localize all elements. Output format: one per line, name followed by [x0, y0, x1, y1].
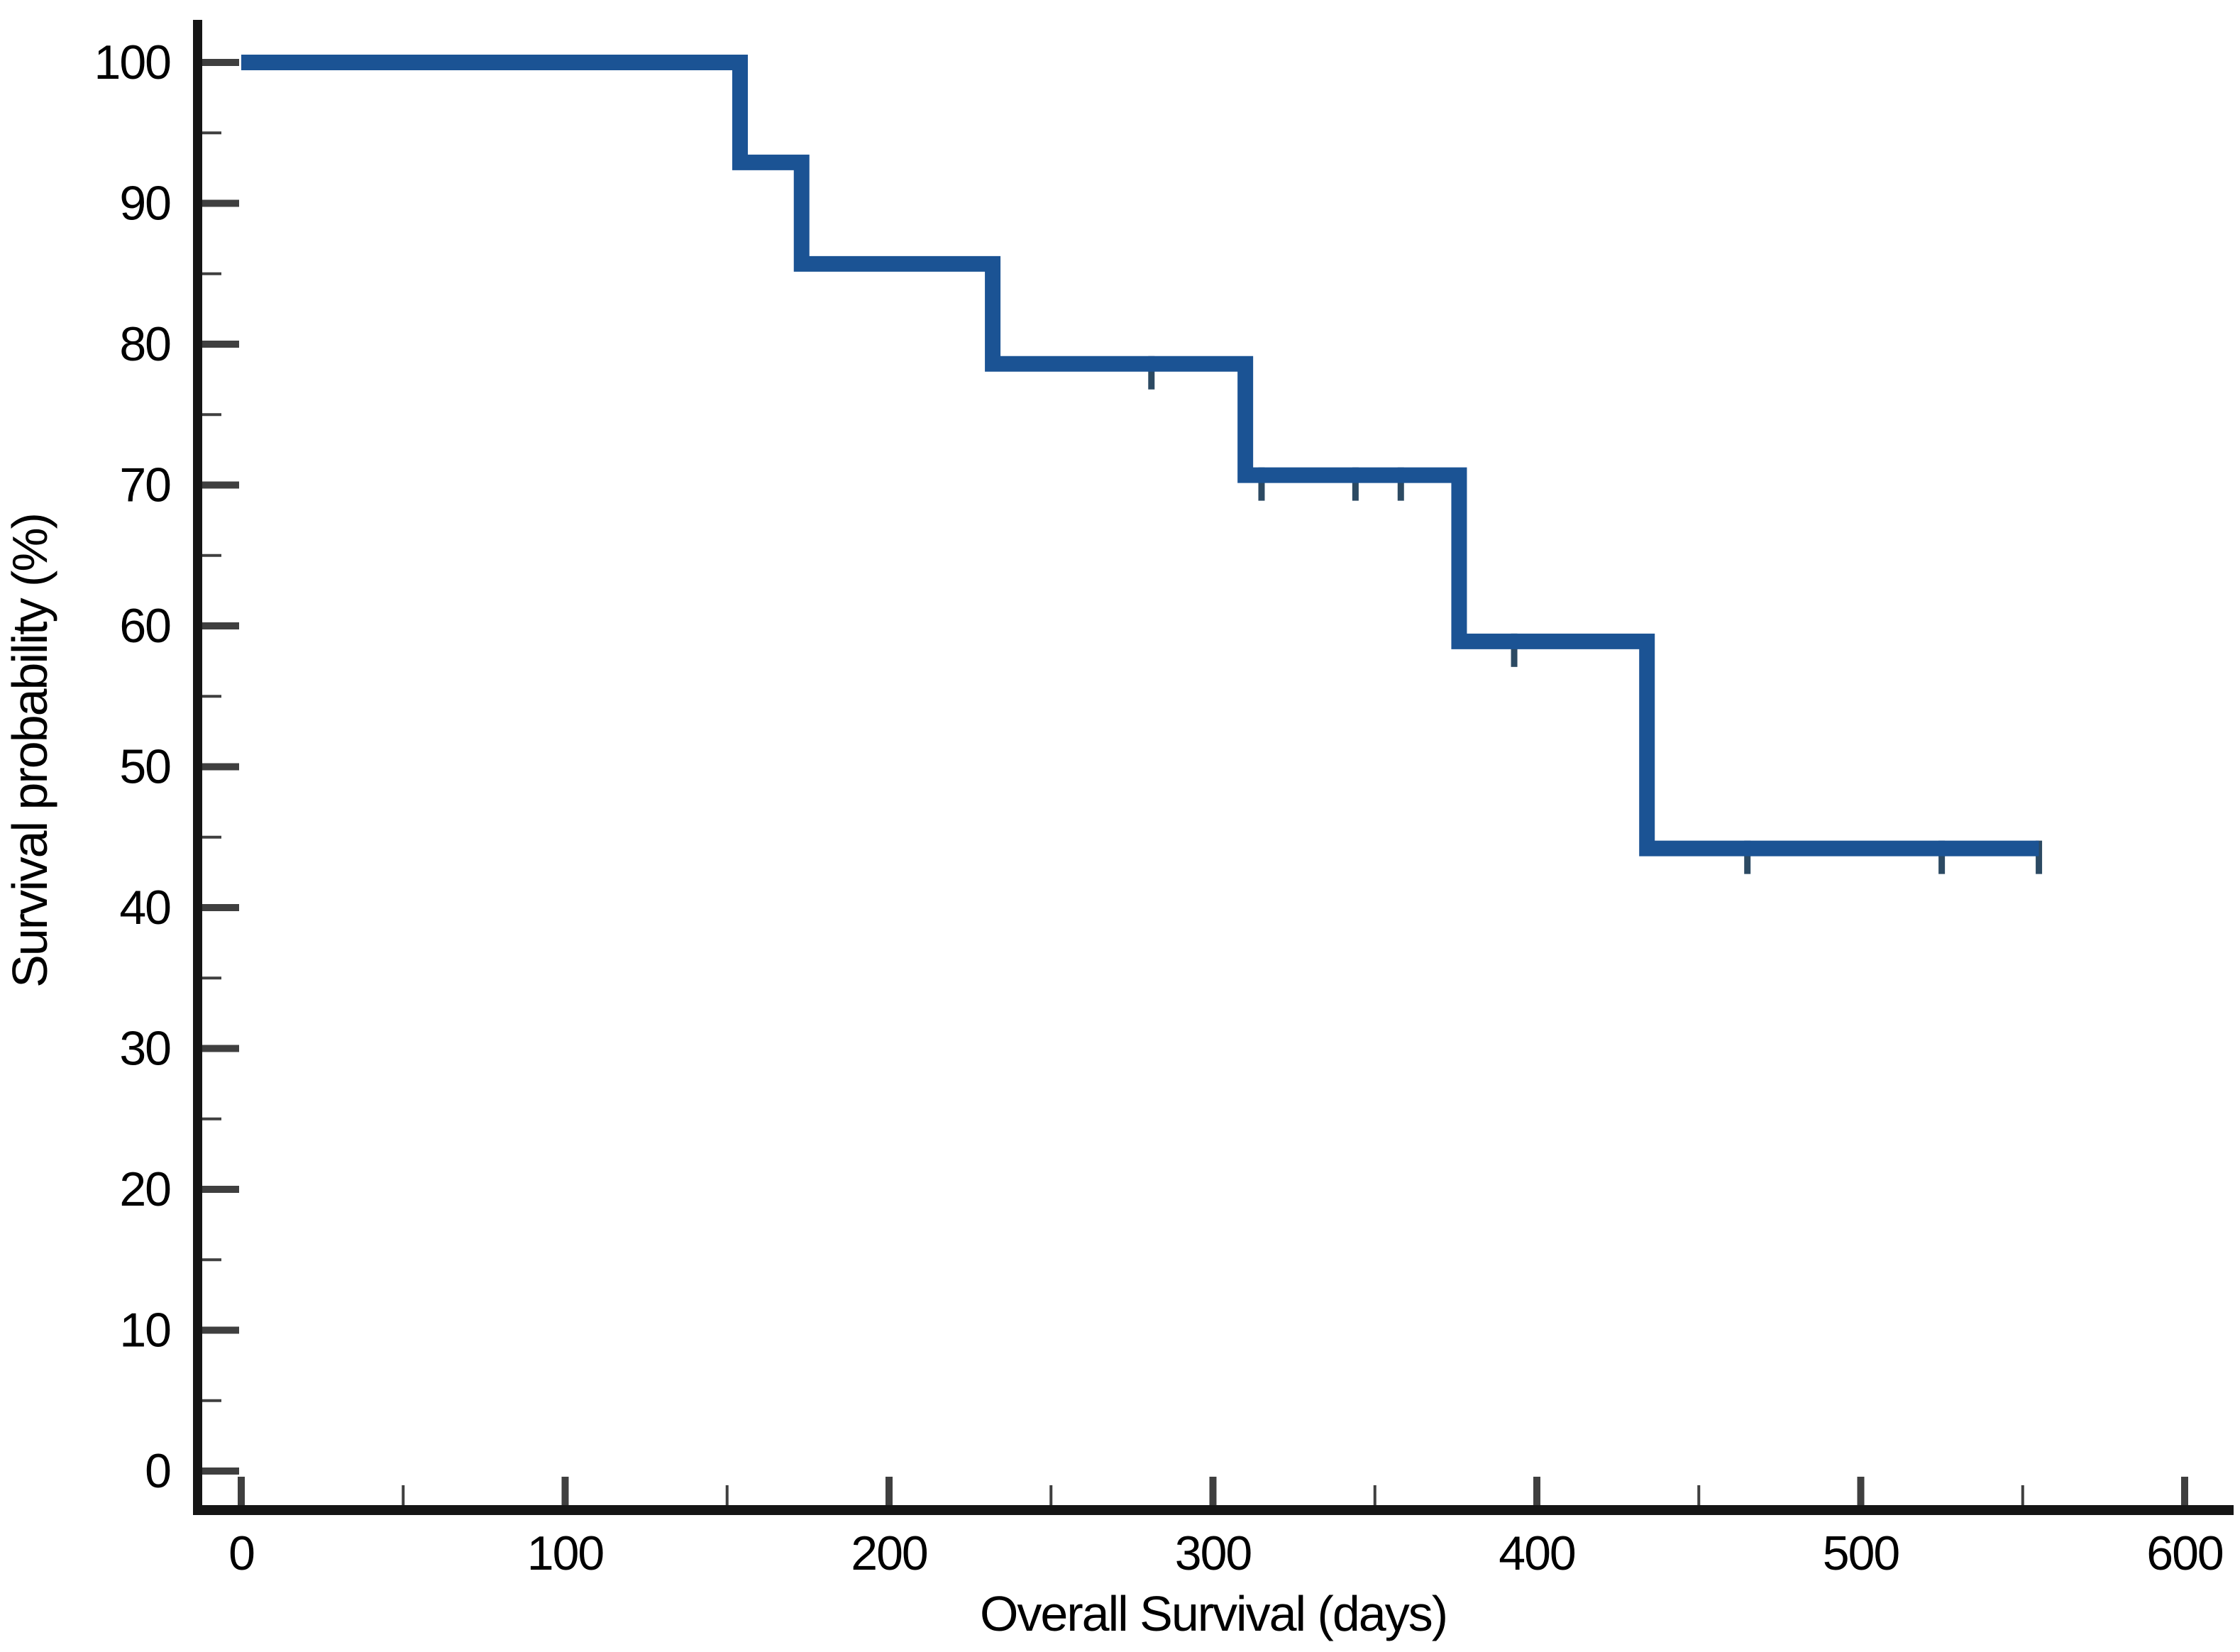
- axis-lines-layer: [193, 20, 2234, 1515]
- y-major-tick: [199, 904, 239, 911]
- censor-tick: [1352, 467, 1359, 501]
- x-major-tick: [561, 1477, 569, 1505]
- y-major-tick: [199, 199, 239, 207]
- x-major-tick: [238, 1477, 245, 1505]
- y-tick-label: 90: [119, 177, 170, 231]
- x-tick-label: 0: [228, 1526, 254, 1580]
- y-minor-tick: [199, 554, 221, 557]
- y-tick-label: 50: [119, 740, 170, 794]
- y-axis-title: Survival probability (%): [2, 514, 57, 988]
- x-tick-label: 200: [851, 1526, 927, 1580]
- y-minor-tick: [199, 695, 221, 698]
- y-minor-tick: [199, 1258, 221, 1262]
- tick-labels-layer: 0 10 20 30 40 50 60 70 80 90 100 0 100 200 300 400 500 60…: [94, 35, 2224, 1580]
- x-tick-label: 300: [1175, 1526, 1252, 1580]
- y-tick-label: 40: [119, 881, 170, 935]
- y-tick-label: 100: [94, 35, 171, 89]
- x-axis-line: [193, 1505, 2234, 1515]
- y-major-tick: [199, 59, 239, 66]
- x-axis-title: Overall Survival (days): [980, 1586, 1447, 1641]
- x-major-tick: [1857, 1477, 1865, 1505]
- x-major-tick: [1533, 1477, 1540, 1505]
- y-minor-tick: [199, 1399, 221, 1402]
- x-tick-label: 500: [1823, 1526, 1899, 1580]
- y-tick-label: 30: [119, 1022, 170, 1076]
- x-tick-label: 600: [2146, 1526, 2223, 1580]
- censor-tick: [2036, 840, 2043, 874]
- y-major-tick: [199, 1326, 239, 1334]
- y-major-tick: [199, 481, 239, 489]
- x-major-tick: [1209, 1477, 1217, 1505]
- censor-tick: [1511, 633, 1518, 667]
- y-minor-tick: [199, 976, 221, 980]
- x-minor-tick: [2021, 1485, 2024, 1505]
- y-major-tick: [199, 1186, 239, 1193]
- censor-tick: [1397, 467, 1404, 501]
- x-minor-tick: [402, 1485, 405, 1505]
- x-major-tick: [885, 1477, 893, 1505]
- x-tick-label: 100: [527, 1526, 604, 1580]
- survival-series-layer: [241, 55, 2043, 874]
- y-axis-line: [193, 20, 202, 1514]
- x-minor-tick: [1697, 1485, 1701, 1505]
- y-minor-tick: [199, 272, 221, 275]
- x-minor-tick: [1049, 1485, 1053, 1505]
- y-tick-label: 70: [119, 458, 170, 512]
- y-minor-tick: [199, 413, 221, 417]
- x-minor-tick: [725, 1485, 729, 1505]
- y-minor-tick: [199, 131, 221, 135]
- censor-tick: [1148, 356, 1155, 390]
- y-major-tick: [199, 1045, 239, 1052]
- x-minor-tick: [1373, 1485, 1376, 1505]
- survival-curve: [241, 55, 2039, 857]
- x-major-tick: [2181, 1477, 2188, 1505]
- y-major-tick: [199, 1467, 239, 1475]
- censor-tick: [1258, 467, 1265, 501]
- y-major-tick: [199, 341, 239, 348]
- censor-tick: [1938, 840, 1946, 874]
- censor-tick: [1744, 840, 1751, 874]
- x-tick-label: 400: [1499, 1526, 1575, 1580]
- y-tick-label: 0: [145, 1444, 170, 1498]
- y-minor-tick: [199, 835, 221, 839]
- y-major-tick: [199, 763, 239, 771]
- y-tick-label: 80: [119, 317, 170, 371]
- axis-ticks-layer: [199, 59, 2188, 1505]
- y-tick-label: 20: [119, 1162, 170, 1216]
- y-tick-label: 60: [119, 599, 170, 653]
- y-major-tick: [199, 622, 239, 629]
- y-tick-label: 10: [119, 1304, 170, 1358]
- y-minor-tick: [199, 1117, 221, 1120]
